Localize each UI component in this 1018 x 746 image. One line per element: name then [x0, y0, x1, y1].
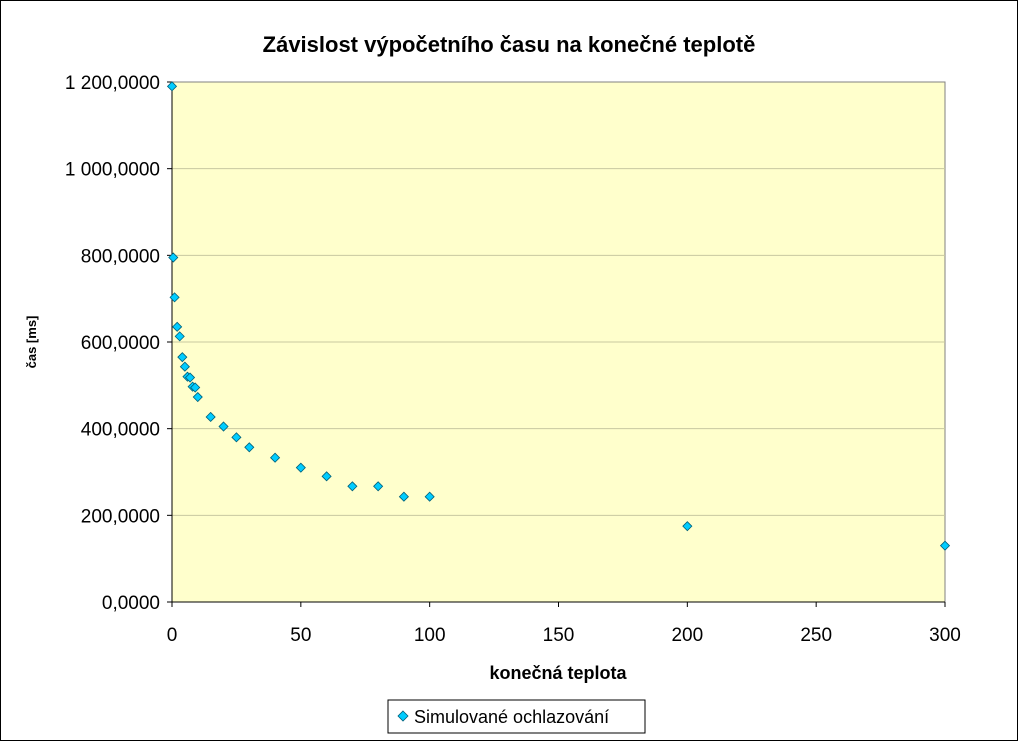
data-point [190, 382, 201, 393]
data-point [295, 462, 306, 473]
y-tick-label: 1 000,0000 [65, 160, 160, 181]
y-axis: 0,0000 200,0000 400,0000 600,0000 800,0000 1 … [65, 73, 173, 614]
x-tick-label: 200 [671, 625, 703, 646]
data-point [177, 352, 188, 363]
data-points [166, 81, 951, 551]
data-point [347, 481, 358, 492]
x-axis-label: konečná teplota [489, 663, 627, 683]
data-point [166, 81, 178, 92]
y-tick-label: 600,0000 [81, 333, 160, 354]
data-point [270, 452, 281, 463]
x-tick-label: 300 [929, 625, 961, 646]
x-tick-label: 250 [800, 625, 832, 646]
gridlines [172, 168, 945, 516]
data-point [939, 540, 951, 551]
x-axis: 0 50 100 150 200 250 300 [167, 601, 961, 646]
y-tick-label: 0,0000 [102, 593, 160, 614]
data-point [231, 432, 242, 443]
data-point [172, 321, 183, 332]
data-point [373, 481, 384, 492]
y-tick-label: 800,0000 [81, 246, 160, 267]
data-point [398, 491, 409, 502]
y-axis-label: čas [ms] [24, 316, 39, 369]
data-point [682, 521, 693, 532]
data-point [169, 292, 180, 303]
data-point [205, 411, 216, 423]
chart-title: Závislost výpočetního času na konečné te… [263, 32, 756, 57]
x-tick-label: 0 [167, 625, 178, 646]
legend: Simulované ochlazování [387, 699, 646, 734]
y-tick-label: 400,0000 [81, 420, 160, 441]
data-point [168, 252, 179, 263]
data-point [179, 361, 190, 372]
data-point [424, 491, 435, 502]
x-tick-label: 150 [543, 625, 575, 646]
legend-marker-icon [397, 710, 409, 722]
y-tick-label: 200,0000 [81, 506, 160, 527]
data-point [174, 331, 185, 342]
x-tick-label: 100 [414, 625, 446, 646]
x-tick-label: 50 [290, 625, 311, 646]
legend-box [387, 699, 646, 734]
data-point [218, 421, 229, 432]
data-point [244, 442, 255, 453]
y-tick-label: 1 200,0000 [65, 73, 160, 94]
legend-label: Simulované ochlazování [414, 707, 609, 727]
data-point [192, 391, 203, 403]
data-point [184, 372, 196, 383]
data-point [321, 471, 332, 482]
